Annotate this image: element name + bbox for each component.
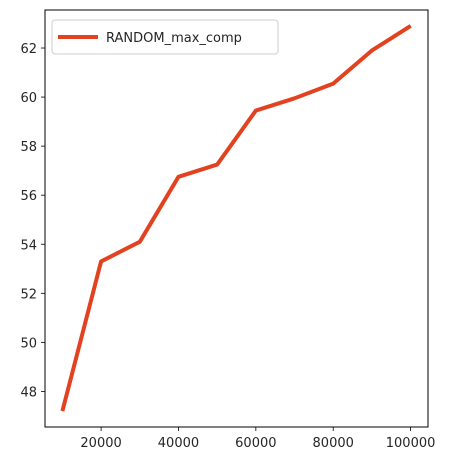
legend-box — [51, 19, 279, 55]
x-tick-label: 60000 — [235, 436, 276, 451]
y-tick-label: 50 — [20, 336, 37, 351]
data-point — [255, 110, 257, 112]
data-point — [410, 25, 412, 27]
x-tick-label: 40000 — [158, 436, 199, 451]
series-layer — [60, 24, 412, 412]
x-tick-label: 80000 — [313, 436, 354, 451]
y-tick-label: 58 — [20, 140, 37, 155]
y-tick-label: 54 — [20, 238, 37, 253]
y-tick-label: 60 — [20, 91, 37, 106]
y-tick-label: 52 — [20, 287, 37, 302]
y-tick-label: 56 — [20, 189, 37, 204]
data-point — [294, 97, 296, 99]
data-point — [332, 83, 334, 85]
series-line-0 — [60, 24, 412, 412]
y-tick-label: 48 — [20, 385, 37, 400]
y-axis-ticks: 48 50 52 54 56 58 60 62 — [20, 42, 45, 400]
data-point — [139, 241, 141, 243]
legend: RANDOM_max_comp — [51, 19, 279, 55]
data-point — [61, 410, 63, 412]
x-tick-label: 100000 — [386, 436, 436, 451]
data-point — [177, 176, 179, 178]
data-point — [216, 164, 218, 166]
plot-background — [45, 10, 428, 427]
legend-label: RANDOM_max_comp — [106, 31, 242, 46]
x-axis-ticks: 20000 40000 60000 80000 100000 — [80, 427, 435, 451]
plot-frame — [44, 9, 429, 428]
data-point — [100, 260, 102, 262]
y-tick-label: 62 — [20, 42, 37, 57]
data-point — [371, 49, 373, 51]
x-tick-label: 20000 — [80, 436, 121, 451]
